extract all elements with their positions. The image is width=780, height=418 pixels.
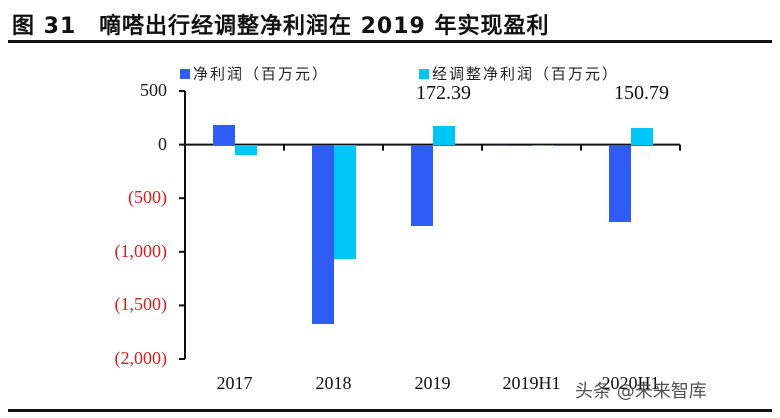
bar-net-profit-2019 — [410, 144, 433, 226]
y-tick-label: (1,500) — [114, 294, 168, 315]
figure-number: 图 31 — [12, 14, 77, 39]
figure-title-text: 嘀嗒出行经调整净利润在 2019 年实现盈利 — [98, 14, 550, 39]
chart-legend: 净利润（百万元） 经调整净利润（百万元） — [180, 63, 619, 84]
bar-adjusted-net-profit-2017 — [234, 144, 257, 155]
bar-net-profit-2018 — [311, 144, 334, 324]
figure-title: 图 31 嘀嗒出行经调整净利润在 2019 年实现盈利 — [12, 8, 550, 40]
y-tick-label: (500) — [128, 187, 167, 208]
bar-net-profit-2019h1 — [509, 144, 532, 146]
legend-item-net-profit: 净利润（百万元） — [180, 63, 329, 84]
legend-swatch-net-profit — [180, 68, 190, 79]
x-tick-label: 2019 — [414, 373, 451, 393]
bar-net-profit-2017 — [212, 124, 235, 145]
y-tick-label: (2,000) — [114, 348, 168, 368]
y-tick-label: 500 — [140, 80, 167, 100]
watermark: 头条 @未来智库 — [575, 381, 707, 402]
x-tick-label: 2017 — [216, 373, 253, 393]
x-tick-label: 2019H1 — [502, 373, 561, 393]
legend-label-adjusted-net-profit: 经调整净利润（百万元） — [432, 65, 620, 83]
y-tick-label: 0 — [158, 133, 167, 154]
legend-swatch-adjusted-net-profit — [419, 68, 430, 79]
legend-label-net-profit: 净利润（百万元） — [193, 65, 330, 83]
title-underline — [8, 40, 772, 43]
data-label: 150.79 — [614, 82, 669, 104]
bar-adjusted-net-profit-2020h1 — [630, 128, 653, 145]
y-tick-label: (1,000) — [114, 240, 168, 261]
x-tick-label: 2020H1 — [601, 373, 660, 393]
legend-item-adjusted-net-profit: 经调整净利润（百万元） — [419, 63, 619, 84]
bar-adjusted-net-profit-2019h1 — [531, 144, 554, 146]
bar-net-profit-2020h1 — [608, 144, 631, 222]
bar-adjusted-net-profit-2018 — [333, 144, 356, 259]
x-tick-label: 2018 — [315, 373, 352, 393]
bar-adjusted-net-profit-2019 — [432, 126, 455, 145]
data-label: 172.39 — [416, 82, 471, 104]
bottom-rule — [8, 409, 772, 412]
